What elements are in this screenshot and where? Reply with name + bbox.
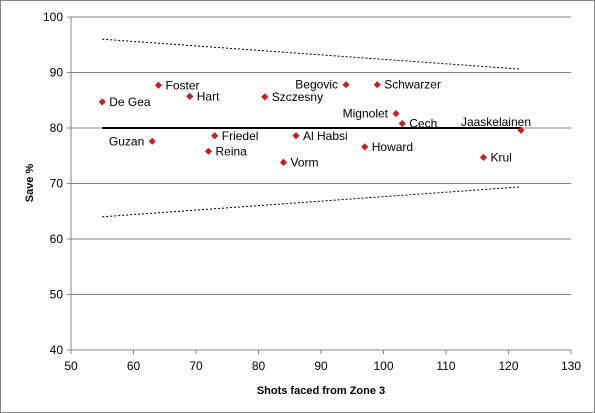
data-point-label: Foster	[166, 78, 200, 92]
data-point-marker	[292, 132, 300, 140]
data-point-label: Friedel	[222, 129, 259, 143]
data-point-label: Mignolet	[343, 107, 389, 121]
x-tick-label: 60	[127, 359, 141, 373]
data-point-label: Krul	[491, 150, 512, 164]
data-point-label: Jaaskelainen	[461, 115, 531, 129]
data-point-label: Vorm	[291, 155, 319, 169]
data-point-label: Cech	[409, 117, 437, 131]
x-tick-label: 90	[314, 359, 328, 373]
data-point-marker	[392, 109, 400, 118]
y-tick-label: 90	[50, 66, 64, 80]
data-point-label: Guzan	[109, 134, 144, 148]
data-point-marker	[361, 143, 369, 151]
data-point-marker	[261, 93, 269, 101]
data-point-marker	[98, 98, 106, 106]
upper-band-line	[102, 38, 522, 70]
data-point-label: Reina	[216, 144, 248, 158]
x-axis-title: Shots faced from Zone 3	[257, 385, 385, 397]
x-tick-label: 110	[436, 359, 455, 373]
y-tick-label: 40	[50, 343, 64, 357]
x-tick-label: 100	[373, 359, 393, 373]
x-tick-label: 70	[189, 359, 203, 373]
y-tick-label: 60	[50, 232, 64, 246]
data-point-label: Hart	[197, 89, 220, 103]
data-point-marker	[186, 92, 194, 100]
data-point-label: Schwarzer	[384, 78, 441, 92]
y-tick-label: 80	[50, 121, 64, 135]
data-point-marker	[342, 81, 350, 89]
data-point-marker	[479, 153, 488, 162]
data-point-marker	[148, 137, 156, 145]
data-point-marker	[279, 158, 288, 167]
data-point-marker	[204, 147, 213, 155]
data-point-label: De Gea	[109, 95, 151, 109]
y-tick-label: 100	[43, 10, 63, 24]
data-point-marker	[373, 81, 381, 89]
data-point-label: Szczesny	[272, 90, 323, 104]
data-point-marker	[154, 81, 163, 89]
x-tick-label: 50	[64, 359, 78, 373]
data-point-marker	[211, 132, 219, 140]
data-point-marker	[398, 119, 406, 128]
data-point-label: Begovic	[295, 78, 338, 92]
lower-band-line	[102, 186, 522, 218]
data-point-label: Al Habsi	[303, 129, 348, 143]
x-tick-label: 80	[252, 359, 266, 373]
y-tick-label: 70	[50, 177, 64, 191]
y-axis-title: Save %	[24, 164, 36, 203]
x-tick-label: 130	[561, 359, 581, 373]
x-tick-label: 120	[498, 359, 518, 373]
data-point-label: Howard	[372, 140, 413, 154]
y-tick-label: 50	[50, 288, 64, 302]
